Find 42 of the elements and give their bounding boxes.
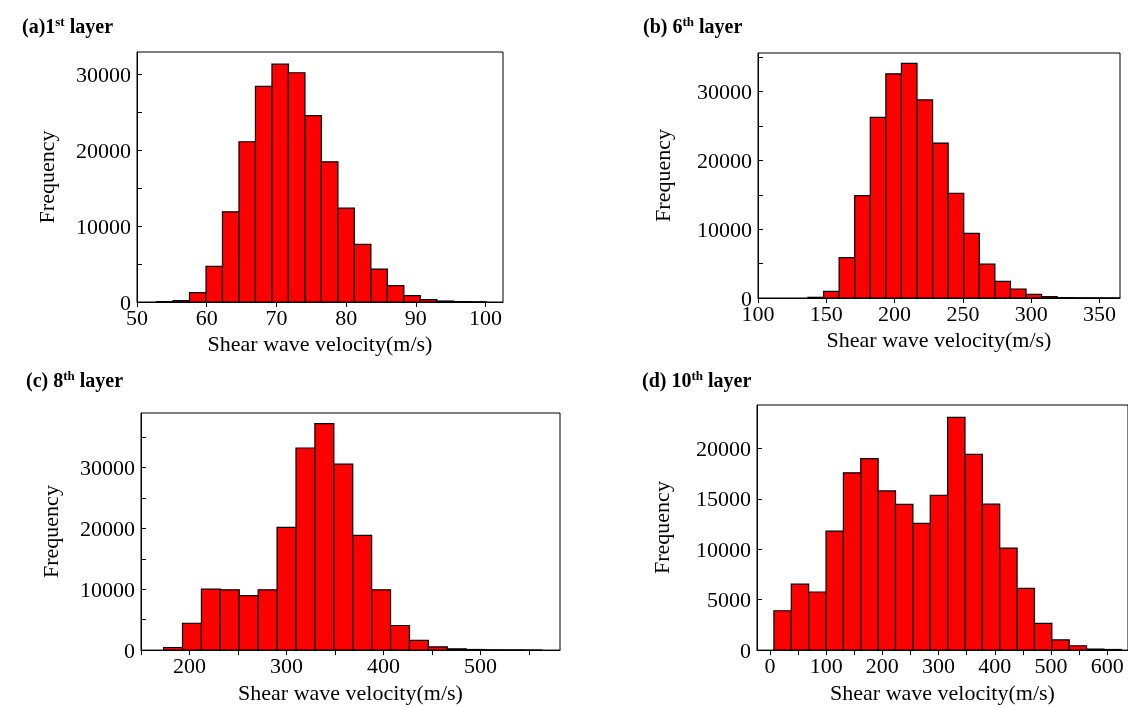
y-tick-label: 20000	[80, 516, 135, 542]
x-tick-label: 400	[366, 652, 400, 678]
x-axis-title: Shear wave velocity(m/s)	[207, 331, 433, 357]
x-tick-label: 300	[269, 652, 303, 678]
x-tick-label: 0	[764, 652, 776, 678]
y-axis-title: Frequency	[648, 481, 674, 574]
y-tick-label: 20000	[696, 435, 751, 461]
x-tick-label: 500	[1034, 652, 1068, 678]
y-tick-label: 30000	[76, 62, 131, 88]
x-tick-label: 200	[865, 652, 899, 678]
y-tick-label: 10000	[76, 213, 131, 239]
x-tick-label: 150	[809, 300, 843, 326]
y-tick-label: 10000	[696, 536, 751, 562]
x-tick-label: 200	[878, 300, 912, 326]
y-tick-label: 30000	[80, 455, 135, 481]
x-tick-label: 70	[265, 304, 288, 330]
x-tick-label: 500	[463, 652, 497, 678]
y-tick-label: 20000	[76, 137, 131, 163]
x-axis-title: Shear wave velocity(m/s)	[830, 679, 1055, 705]
y-tick-label: 5000	[707, 587, 751, 613]
x-tick-label: 400	[978, 652, 1012, 678]
x-tick-label: 200	[173, 652, 206, 678]
y-axis-title: Frequency	[33, 130, 59, 224]
y-tick-label: 30000	[697, 79, 752, 105]
x-tick-label: 100	[469, 304, 503, 330]
x-tick-label: 300	[1014, 300, 1048, 326]
y-tick-label: 10000	[80, 576, 135, 602]
x-axis-title: Shear wave velocity(m/s)	[826, 327, 1052, 353]
y-tick-label: 15000	[696, 486, 751, 512]
x-tick-label: 250	[946, 300, 980, 326]
x-tick-label: 100	[809, 652, 843, 678]
x-tick-label: 300	[922, 652, 956, 678]
y-axis-title: Frequency	[37, 485, 63, 578]
x-tick-label: 80	[335, 304, 358, 330]
x-axis-title: Shear wave velocity(m/s)	[238, 679, 463, 705]
x-tick-label: 600	[1090, 652, 1124, 678]
y-tick-label: 20000	[697, 147, 752, 173]
x-tick-label: 90	[404, 304, 427, 330]
x-tick-label: 350	[1083, 300, 1117, 326]
x-tick-label: 60	[195, 304, 218, 330]
y-axis-title: Frequency	[649, 129, 675, 222]
y-tick-label: 10000	[697, 216, 752, 242]
